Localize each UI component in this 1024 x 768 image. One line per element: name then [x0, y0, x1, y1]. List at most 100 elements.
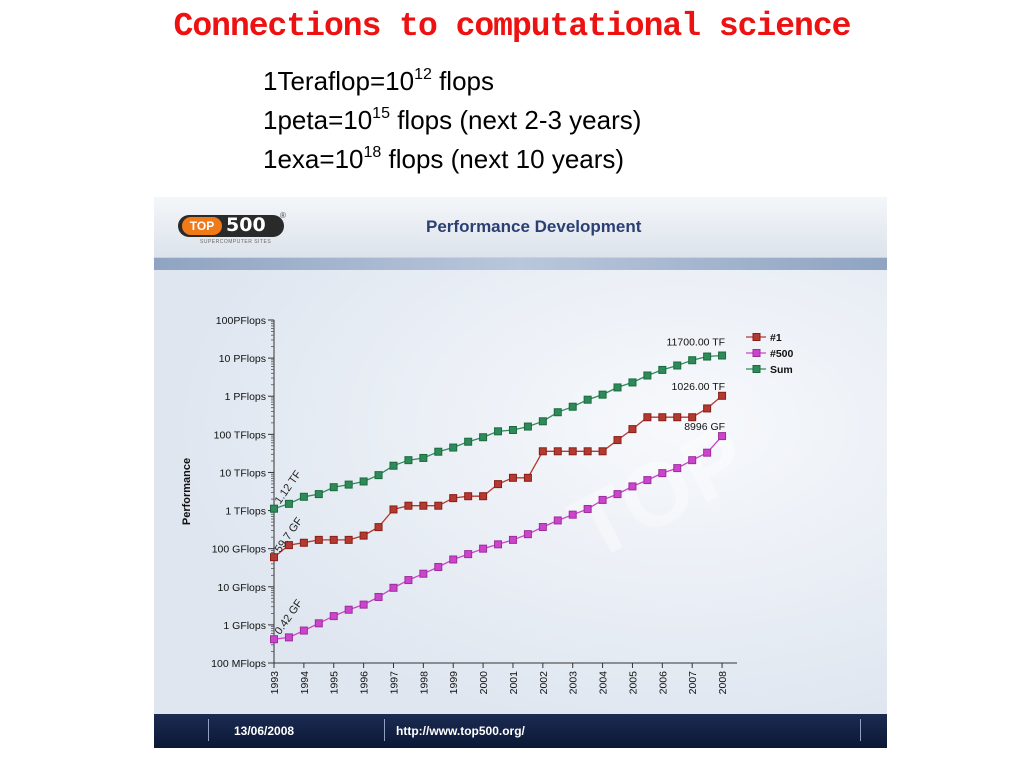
- def-tail: flops (next 2-3 years): [389, 105, 642, 135]
- data-point: [359, 531, 368, 540]
- data-point: [598, 447, 607, 456]
- data-point: [703, 404, 712, 413]
- data-point: [508, 535, 517, 544]
- data-point: [479, 433, 488, 442]
- data-point: [464, 492, 473, 501]
- screenshot-footer: 13/06/2008 http://www.top500.org/: [154, 714, 887, 748]
- data-point: [404, 501, 413, 510]
- data-point: [449, 494, 458, 503]
- data-point: [718, 391, 727, 400]
- data-point: [583, 504, 592, 513]
- data-point: [374, 471, 383, 480]
- x-tick-label: 1997: [388, 671, 400, 695]
- data-point: [718, 432, 727, 441]
- data-point: [643, 413, 652, 422]
- data-point: [299, 626, 308, 635]
- data-point: [314, 619, 323, 628]
- data-point: [389, 505, 398, 514]
- data-point: [673, 464, 682, 473]
- footer-divider: [860, 719, 861, 741]
- data-point: [374, 592, 383, 601]
- data-point: [464, 437, 473, 446]
- y-tick-label: 100 GFlops: [212, 544, 266, 556]
- data-point: [419, 501, 428, 510]
- x-tick-label: 2003: [568, 671, 580, 695]
- data-point: [688, 456, 697, 465]
- data-point: [299, 492, 308, 501]
- data-point: [359, 600, 368, 609]
- data-point: [538, 417, 547, 426]
- data-point: [523, 422, 532, 431]
- data-point: [568, 402, 577, 411]
- data-point: [344, 480, 353, 489]
- data-point: [688, 413, 697, 422]
- y-tick-label: 100PFlops: [216, 315, 266, 327]
- chart-title: Performance Development: [426, 217, 642, 236]
- footer-divider: [384, 719, 385, 741]
- data-point: [643, 371, 652, 380]
- footer-divider: [208, 719, 209, 741]
- definition-peta: 1peta=1015 flops (next 2-3 years): [263, 101, 641, 140]
- top500-logo: TOP 500 ® SUPERCOMPUTER SITES: [178, 211, 288, 245]
- x-tick-label: 2006: [657, 671, 669, 695]
- x-tick-label: 2000: [478, 671, 490, 695]
- data-point: [404, 576, 413, 585]
- x-tick-label: 1999: [448, 671, 460, 695]
- y-axis-label: Performance: [181, 458, 193, 525]
- data-point: [628, 425, 637, 434]
- screenshot-header: TOP 500 ® SUPERCOMPUTER SITES Performanc…: [154, 197, 887, 258]
- chart-axes: 100PFlops 10 PFlops 1 PFlops 100 TFlops 10 T…: [181, 315, 737, 694]
- data-point: [389, 461, 398, 470]
- data-point: [598, 390, 607, 399]
- data-point: [449, 443, 458, 452]
- def-base: 1exa=10: [263, 144, 364, 174]
- def-tail: flops (next 10 years): [381, 144, 625, 174]
- data-point: [359, 477, 368, 486]
- legend-label: #1: [770, 332, 782, 344]
- definition-teraflop: 1Teraflop=1012 flops: [263, 62, 641, 101]
- header-band: [154, 258, 887, 270]
- y-tick-label: 10 GFlops: [218, 582, 266, 594]
- x-tick-label: 2001: [508, 671, 520, 695]
- def-exponent: 15: [372, 105, 390, 122]
- data-point: [628, 378, 637, 387]
- data-point: [688, 356, 697, 365]
- data-point: [419, 453, 428, 462]
- data-point: [538, 523, 547, 532]
- data-point: [329, 535, 338, 544]
- data-point: [583, 395, 592, 404]
- data-point: [703, 352, 712, 361]
- data-point: [270, 504, 278, 513]
- data-point: [494, 540, 503, 549]
- y-tick-label: 1 PFlops: [225, 391, 266, 403]
- data-point: [389, 583, 398, 592]
- x-tick-label: 1996: [359, 671, 371, 695]
- logo-registered-mark: ®: [280, 211, 286, 220]
- def-exponent: 18: [363, 144, 382, 161]
- legend-marker: [752, 349, 761, 357]
- data-point: [479, 544, 488, 553]
- x-tick-label: 1998: [418, 671, 430, 695]
- data-point: [658, 469, 667, 478]
- legend-label: #500: [770, 348, 794, 360]
- def-base: 1peta=10: [263, 105, 373, 135]
- footer-url-link[interactable]: http://www.top500.org/: [396, 724, 525, 738]
- data-point: [703, 448, 712, 457]
- data-point: [434, 563, 443, 572]
- data-point: [314, 535, 323, 544]
- x-tick-label: 1995: [329, 671, 341, 695]
- y-tick-label: 100 MFlops: [211, 658, 266, 670]
- logo-500-text: 500: [226, 214, 266, 236]
- data-point: [553, 516, 562, 525]
- x-tick-label: 1994: [299, 671, 311, 695]
- x-tick-label: 2008: [717, 671, 729, 695]
- y-tick-label: 10 PFlops: [219, 353, 266, 365]
- data-point: [494, 480, 503, 489]
- data-point: [508, 473, 517, 482]
- flops-definitions: 1Teraflop=1012 flops 1peta=1015 flops (n…: [263, 62, 641, 179]
- data-point: [583, 447, 592, 456]
- data-point: [523, 473, 532, 482]
- legend-marker: [752, 365, 761, 373]
- annotation-sum-end: 11700.00 TF: [666, 337, 725, 349]
- x-tick-label: 2007: [687, 671, 699, 695]
